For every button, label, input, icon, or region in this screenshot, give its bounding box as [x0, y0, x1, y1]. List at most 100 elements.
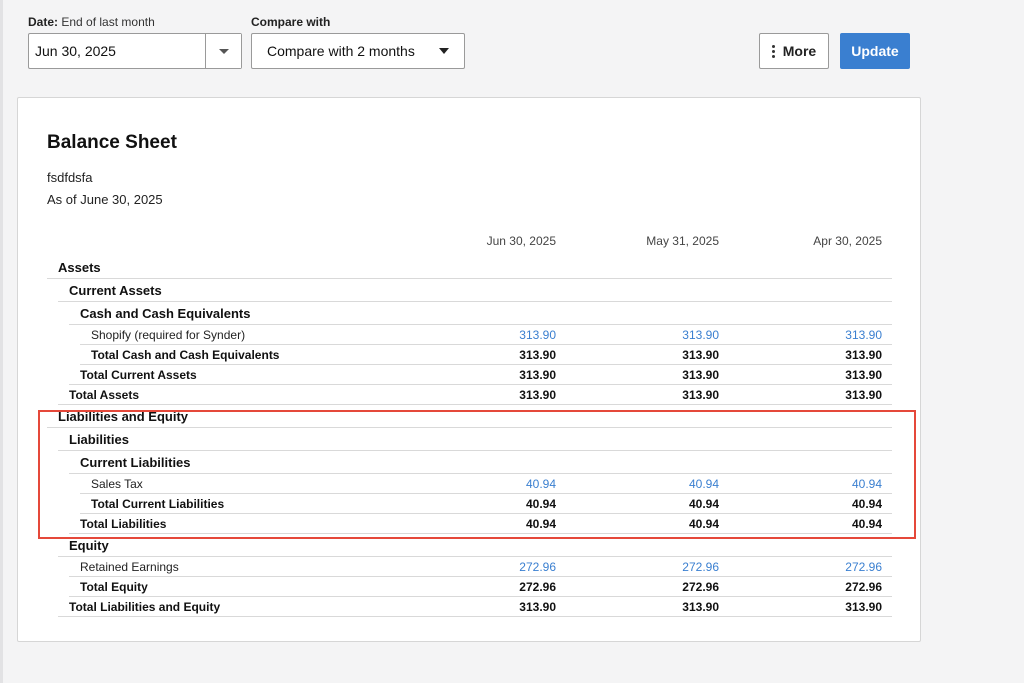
- row-divider: [58, 616, 892, 617]
- report-title: Balance Sheet: [47, 132, 177, 153]
- amount-cell[interactable]: 272.96: [682, 560, 719, 574]
- table-row: Equity: [47, 534, 892, 557]
- amount-cell: 313.90: [519, 600, 556, 614]
- row-divider: [69, 596, 892, 597]
- row-divider: [58, 301, 892, 302]
- chevron-down-icon: [218, 48, 229, 54]
- row-divider: [47, 278, 892, 279]
- table-row: Current Liabilities: [47, 451, 892, 474]
- more-button[interactable]: More: [759, 33, 829, 69]
- date-label: Date: End of last month: [28, 15, 155, 29]
- table-row: Total Assets 313.90 313.90 313.90: [47, 385, 892, 405]
- table-row: Total Equity 272.96 272.96 272.96: [47, 577, 892, 597]
- table-row: Liabilities and Equity: [47, 405, 892, 428]
- row-divider: [69, 384, 892, 385]
- compare-select-value: Compare with 2 months: [267, 43, 415, 59]
- amount-cell: 313.90: [845, 368, 882, 382]
- row-label: Liabilities: [69, 432, 129, 447]
- row-label: Cash and Cash Equivalents: [80, 306, 251, 321]
- amount-cell: 313.90: [682, 388, 719, 402]
- table-row: Shopify (required for Synder) 313.90 313.9…: [47, 325, 892, 345]
- kebab-icon: [771, 44, 775, 58]
- column-header: Apr 30, 2025: [813, 234, 882, 248]
- amount-cell: 313.90: [519, 368, 556, 382]
- row-label: Total Equity: [80, 580, 148, 594]
- amount-cell[interactable]: 272.96: [845, 560, 882, 574]
- row-label: Assets: [58, 260, 101, 275]
- row-label[interactable]: Shopify (required for Synder): [91, 328, 246, 342]
- amount-cell[interactable]: 40.94: [525, 477, 556, 491]
- row-divider: [69, 576, 892, 577]
- row-divider: [69, 324, 892, 325]
- row-label[interactable]: Sales Tax: [91, 477, 143, 491]
- table-row: Liabilities: [47, 428, 892, 451]
- row-divider: [47, 427, 892, 428]
- table-row: Total Liabilities and Equity 313.90 313.90…: [47, 597, 892, 617]
- table-row: Current Assets: [47, 279, 892, 302]
- table-row: Retained Earnings 272.96 272.96 272.96: [47, 557, 892, 577]
- row-divider: [80, 364, 892, 365]
- amount-cell: 40.94: [688, 517, 719, 531]
- date-input[interactable]: Jun 30, 2025: [35, 43, 116, 59]
- window-edge: [0, 0, 3, 683]
- report-as-of-date: As of June 30, 2025: [47, 192, 163, 207]
- row-divider: [80, 344, 892, 345]
- row-divider: [58, 556, 892, 557]
- compare-label: Compare with: [251, 15, 331, 29]
- row-label: Total Liabilities: [80, 517, 167, 531]
- amount-cell: 313.90: [682, 600, 719, 614]
- report-card: Balance Sheet fsdfdsfa As of June 30, 20…: [17, 97, 921, 642]
- row-label: Equity: [69, 538, 109, 553]
- amount-cell: 313.90: [845, 348, 882, 362]
- amount-cell[interactable]: 313.90: [845, 328, 882, 342]
- row-label: Liabilities and Equity: [58, 409, 189, 424]
- row-label: Total Current Liabilities: [91, 497, 225, 511]
- row-divider: [69, 533, 892, 534]
- chevron-down-icon: [439, 48, 449, 54]
- row-label: Current Assets: [69, 283, 162, 298]
- column-header: Jun 30, 2025: [486, 234, 556, 248]
- table-row: Total Liabilities 40.94 40.94 40.94: [47, 514, 892, 534]
- row-divider: [80, 493, 892, 494]
- table-row: Total Cash and Cash Equivalents 313.90 313…: [47, 345, 892, 365]
- amount-cell: 313.90: [845, 600, 882, 614]
- amount-cell[interactable]: 40.94: [688, 477, 719, 491]
- company-name: fsdfdsfa: [47, 170, 93, 185]
- table-row: Sales Tax 40.94 40.94 40.94: [47, 474, 892, 494]
- amount-cell[interactable]: 272.96: [519, 560, 556, 574]
- table-row: Total Current Assets 313.90 313.90 313.90: [47, 365, 892, 385]
- compare-select[interactable]: Compare with 2 months: [251, 33, 465, 69]
- amount-cell: 313.90: [682, 368, 719, 382]
- amount-cell: 272.96: [519, 580, 556, 594]
- amount-cell: 40.94: [851, 497, 882, 511]
- row-label: Total Liabilities and Equity: [69, 600, 221, 614]
- amount-cell: 40.94: [525, 497, 556, 511]
- row-label: Total Current Assets: [80, 368, 197, 382]
- row-divider: [58, 450, 892, 451]
- row-label: Current Liabilities: [80, 455, 191, 470]
- amount-cell[interactable]: 313.90: [519, 328, 556, 342]
- more-button-label: More: [782, 43, 817, 59]
- amount-cell: 313.90: [519, 388, 556, 402]
- balance-sheet-table: Assets Current Assets Cash and Cash Equiva…: [47, 256, 892, 617]
- row-label: Total Assets: [69, 388, 140, 402]
- table-row: Total Current Liabilities 40.94 40.94 40.94: [47, 494, 892, 514]
- row-divider: [69, 473, 892, 474]
- date-dropdown-button[interactable]: [205, 34, 241, 68]
- row-label[interactable]: Retained Earnings: [80, 560, 179, 574]
- amount-cell: 313.90: [682, 348, 719, 362]
- row-label: Total Cash and Cash Equivalents: [91, 348, 280, 362]
- row-divider: [80, 513, 892, 514]
- amount-cell[interactable]: 40.94: [851, 477, 882, 491]
- amount-cell: 40.94: [851, 517, 882, 531]
- amount-cell: 272.96: [682, 580, 719, 594]
- amount-cell[interactable]: 313.90: [682, 328, 719, 342]
- column-header: May 31, 2025: [646, 234, 719, 248]
- table-row: Assets: [47, 256, 892, 279]
- amount-cell: 313.90: [845, 388, 882, 402]
- amount-cell: 40.94: [525, 517, 556, 531]
- row-divider: [58, 404, 892, 405]
- update-button[interactable]: Update: [840, 33, 910, 69]
- date-picker[interactable]: Jun 30, 2025: [28, 33, 242, 69]
- amount-cell: 313.90: [519, 348, 556, 362]
